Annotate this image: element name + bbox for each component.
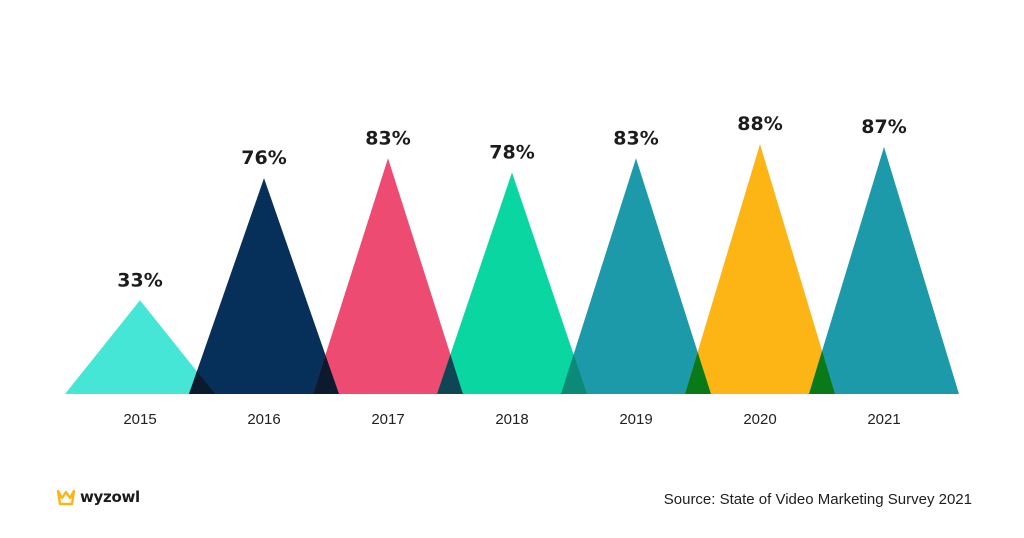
source-note: Source: State of Video Marketing Survey … [663, 491, 972, 508]
overlap-region-2020-2021 [809, 350, 835, 394]
overlap-region-2017-2018 [437, 354, 463, 394]
x-tick-label-2016: 2016 [247, 411, 280, 428]
triangle-bar-2021 [809, 146, 959, 394]
triangle-bar-2015 [65, 300, 215, 394]
value-label-2019: 83% [613, 127, 658, 149]
triangle-bar-2016 [189, 178, 339, 394]
value-label-2020: 88% [737, 113, 782, 135]
x-tick-label-2021: 2021 [867, 411, 900, 428]
overlap-region-2018-2019 [561, 354, 587, 394]
value-label-2021: 87% [861, 116, 906, 138]
overlap-top-layer [189, 350, 835, 394]
triangle-bar-2017 [313, 158, 463, 394]
value-label-2016: 76% [241, 147, 286, 169]
triangle-bar-2020 [685, 144, 835, 394]
x-tick-label-2017: 2017 [371, 411, 404, 428]
value-label-2015: 33% [117, 269, 162, 291]
triangle-bar-2018 [437, 172, 587, 394]
triangle-bar-2019 [561, 158, 711, 394]
value-label-2018: 78% [489, 141, 534, 163]
overlap-region-2015-2016 [189, 371, 215, 394]
x-tick-label-2020: 2020 [743, 411, 776, 428]
x-tick-label-2019: 2019 [619, 411, 652, 428]
wyzowl-logo: wyzowl [56, 488, 140, 506]
logo-text: wyzowl [80, 488, 140, 506]
x-tick-label-2015: 2015 [123, 411, 156, 428]
value-labels-layer: 33% 76% 83% 78% 83% 88% 87% [117, 113, 906, 291]
x-tick-label-2018: 2018 [495, 411, 528, 428]
overlap-region-2016-2017 [313, 354, 339, 394]
crown-logo-icon [56, 489, 76, 506]
overlap-region-2019-2020 [685, 351, 711, 394]
bars-layer [65, 144, 959, 394]
x-axis-tick-labels: 2015 2016 2017 2018 2019 2020 2021 [123, 411, 900, 428]
value-label-2017: 83% [365, 127, 410, 149]
